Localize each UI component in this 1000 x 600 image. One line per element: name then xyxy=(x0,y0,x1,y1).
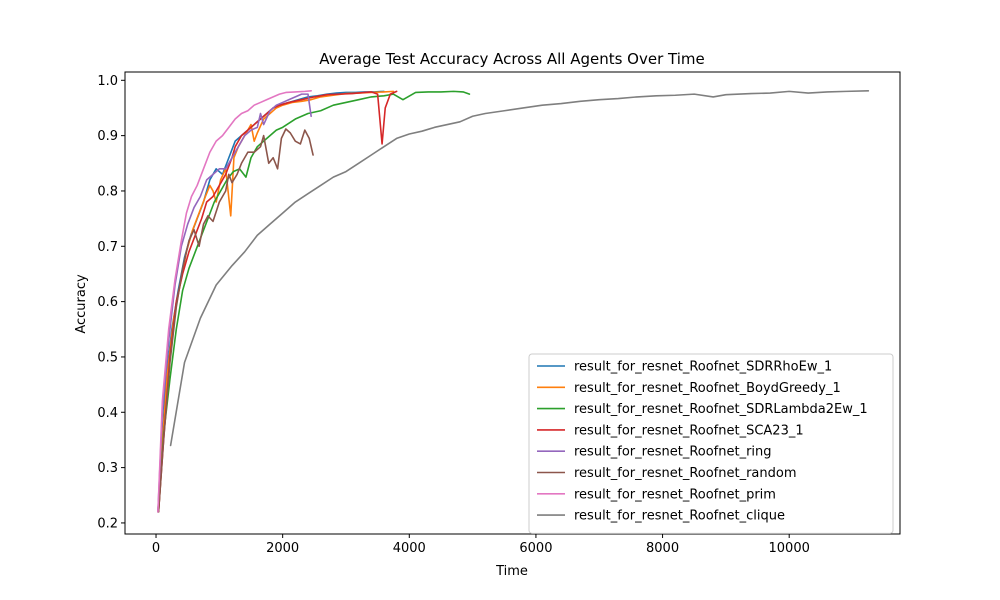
y-tick-label: 0.6 xyxy=(97,295,118,310)
series-line-result_for_resnet_Roofnet_ring xyxy=(157,93,312,513)
x-tick-label: 0 xyxy=(152,541,160,556)
plot-lines xyxy=(157,90,870,513)
y-tick-label: 1.0 xyxy=(97,74,118,89)
legend-entry-label: result_for_resnet_Roofnet_clique xyxy=(574,509,785,524)
legend-entry-label: result_for_resnet_Roofnet_prim xyxy=(574,487,776,502)
series-line-result_for_resnet_Roofnet_SCA23_1 xyxy=(157,90,398,513)
y-axis-label: Accuracy xyxy=(74,274,89,334)
legend-entry-label: result_for_resnet_Roofnet_SDRRhoEw_1 xyxy=(574,360,832,375)
x-axis-label: Time xyxy=(495,564,528,579)
legend-box xyxy=(528,353,894,534)
y-tick-label: 0.2 xyxy=(97,516,118,531)
series-line-result_for_resnet_Roofnet_clique xyxy=(169,90,870,447)
y-tick-label: 0.5 xyxy=(97,350,118,365)
legend: result_for_resnet_Roofnet_SDRRhoEw_1resu… xyxy=(528,353,894,534)
plot-frame xyxy=(124,71,901,535)
x-tick-label: 8000 xyxy=(646,541,679,556)
x-tick-label: 2000 xyxy=(266,541,299,556)
y-tick-label: 0.4 xyxy=(97,406,118,421)
x-tick-label: 4000 xyxy=(393,541,426,556)
y-axis-ticks: 0.2 0.3 0.4 0.5 0.6 0.7 0.8 0.9 1.0 xyxy=(97,74,125,531)
legend-entry-label: result_for_resnet_Roofnet_ring xyxy=(574,445,772,460)
legend-entry-label: result_for_resnet_Roofnet_BoydGreedy_1 xyxy=(574,381,841,396)
legend-entry-label: result_for_resnet_Roofnet_SDRLambda2Ew_1 xyxy=(574,402,868,417)
legend-entry-label: result_for_resnet_Roofnet_random xyxy=(574,466,797,481)
x-axis-ticks: 0 2000 4000 6000 8000 10000 xyxy=(152,534,810,556)
series-line-result_for_resnet_Roofnet_prim xyxy=(157,90,312,513)
x-tick-label: 6000 xyxy=(519,541,552,556)
series-line-result_for_resnet_Roofnet_random xyxy=(157,128,314,513)
chart-title: Average Test Accuracy Across All Agents … xyxy=(319,50,704,68)
y-tick-label: 0.9 xyxy=(97,129,118,144)
series-line-result_for_resnet_Roofnet_SDRLambda2Ew_1 xyxy=(157,90,471,513)
y-tick-label: 0.7 xyxy=(97,240,118,255)
y-tick-label: 0.8 xyxy=(97,184,118,199)
legend-entry-label: result_for_resnet_Roofnet_SCA23_1 xyxy=(574,423,804,438)
y-tick-label: 0.3 xyxy=(97,461,118,476)
x-tick-label: 10000 xyxy=(769,541,810,556)
